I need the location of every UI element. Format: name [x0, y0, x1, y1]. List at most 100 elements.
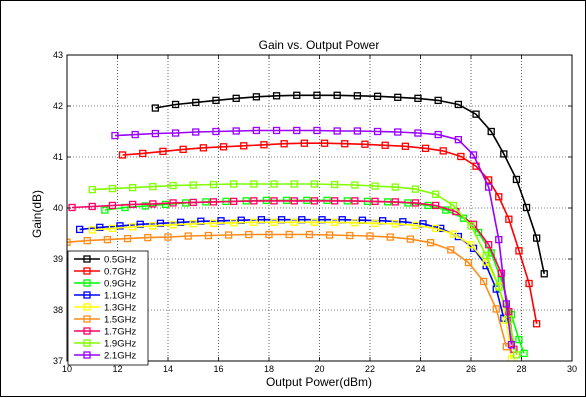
y-tick-label: 40 [53, 203, 63, 213]
data-point [371, 197, 379, 206]
data-point [313, 126, 321, 135]
legend-label: 2.1GHz [104, 351, 136, 362]
data-point [479, 277, 488, 286]
data-point [449, 201, 457, 210]
data-point [123, 234, 132, 243]
data-point [512, 351, 521, 359]
data-point [103, 235, 112, 244]
data-point [209, 198, 218, 206]
data-point [96, 223, 104, 232]
data-point [293, 126, 301, 135]
chart-title: Gain vs. Output Power [259, 38, 380, 52]
data-point [232, 127, 240, 135]
data-point [161, 200, 170, 209]
data-point [305, 230, 314, 239]
x-tick-label: 24 [415, 364, 425, 374]
data-point [252, 126, 261, 135]
data-point [431, 201, 440, 210]
data-point [467, 222, 475, 230]
data-point [169, 221, 177, 229]
data-point [320, 139, 329, 147]
series-1.5GHz [67, 230, 511, 351]
data-point [469, 151, 478, 159]
data-point [108, 184, 117, 193]
legend-marker [83, 351, 91, 359]
data-point [394, 128, 402, 136]
data-point [189, 181, 197, 189]
data-point [67, 238, 71, 246]
data-point [149, 182, 157, 191]
legend-marker [83, 315, 91, 323]
data-point [507, 341, 516, 349]
data-point [497, 269, 505, 277]
data-point [391, 198, 399, 206]
data-point [272, 126, 281, 135]
x-tick-label: 26 [466, 364, 476, 374]
data-point [434, 130, 442, 139]
x-tick-label: 28 [516, 364, 526, 374]
series-1.9GHz [88, 180, 521, 359]
legend-item: 1.7GHz [74, 327, 136, 338]
data-point [270, 180, 278, 188]
data-point [164, 233, 172, 241]
data-point [492, 305, 500, 313]
data-point [169, 199, 177, 207]
legend-label: 0.5GHz [104, 255, 136, 266]
data-point [353, 92, 362, 100]
data-point [88, 226, 96, 234]
data-point [467, 241, 475, 249]
data-point [260, 141, 268, 149]
data-point [361, 140, 369, 148]
data-point [482, 251, 490, 260]
data-point [459, 214, 468, 222]
data-point [447, 246, 455, 254]
data-point [310, 180, 319, 188]
data-point [366, 232, 374, 240]
y-tick-label: 41 [53, 152, 63, 162]
x-tick-label: 22 [365, 364, 375, 374]
data-point [341, 140, 349, 148]
data-point [394, 93, 402, 101]
data-point [449, 230, 457, 238]
data-point [265, 230, 273, 239]
data-point [454, 136, 463, 144]
data-point [290, 218, 298, 226]
data-point [75, 225, 84, 234]
legend-label: 1.9GHz [104, 339, 136, 350]
data-point [330, 180, 339, 189]
data-point [204, 231, 213, 240]
data-point [310, 218, 319, 226]
data-point [209, 180, 218, 189]
data-point [522, 203, 531, 212]
legend-marker [83, 327, 91, 335]
data-point [439, 147, 447, 155]
data-point [502, 343, 511, 351]
data-point [184, 232, 192, 240]
data-point [229, 197, 238, 206]
data-point [171, 100, 180, 109]
data-point [192, 128, 200, 136]
legend-label: 1.3GHz [104, 303, 136, 314]
data-point [111, 131, 119, 140]
data-point [406, 235, 415, 243]
data-point [411, 199, 420, 207]
data-point [252, 93, 261, 101]
data-point [250, 197, 258, 205]
legend-item: 1.1GHz [74, 291, 136, 302]
data-point [401, 142, 410, 150]
data-point [411, 221, 420, 229]
data-point [199, 144, 208, 152]
series-0.7GHz [118, 139, 541, 328]
data-point [128, 183, 137, 192]
data-point [212, 127, 220, 136]
legend-item: 0.5GHz [74, 255, 136, 266]
data-point [381, 141, 389, 149]
data-point [325, 231, 334, 239]
y-tick-label: 43 [53, 50, 63, 60]
data-point [245, 230, 253, 239]
legend-item: 0.9GHz [74, 279, 136, 290]
data-point [209, 219, 218, 227]
data-point [108, 224, 117, 233]
data-point [250, 180, 258, 188]
data-point [515, 247, 523, 255]
